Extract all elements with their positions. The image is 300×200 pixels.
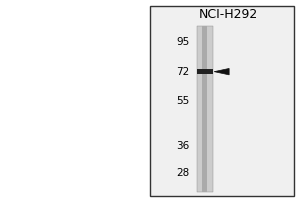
- Text: 28: 28: [176, 168, 189, 178]
- Bar: [197, 69, 213, 74]
- Text: 55: 55: [176, 96, 189, 106]
- Text: 72: 72: [176, 67, 189, 77]
- FancyBboxPatch shape: [150, 6, 294, 196]
- Text: 95: 95: [176, 37, 189, 47]
- Text: 36: 36: [176, 141, 189, 151]
- Bar: [197, 26, 213, 192]
- Text: NCI-H292: NCI-H292: [198, 7, 258, 21]
- Polygon shape: [214, 68, 229, 75]
- Bar: [202, 26, 207, 192]
